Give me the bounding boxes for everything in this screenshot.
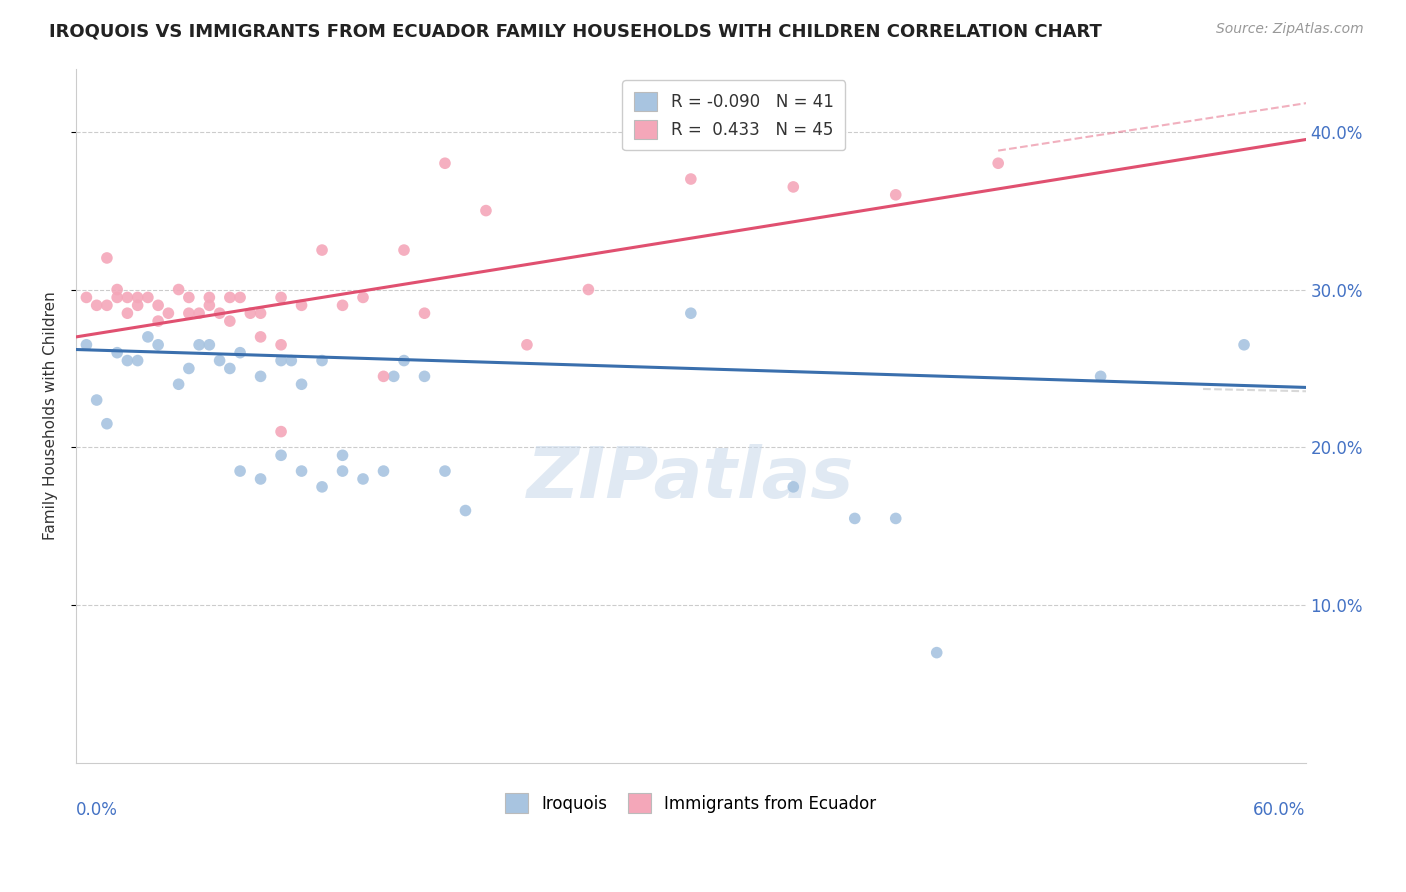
Point [987, 156, 1010, 170]
Point [249, 472, 271, 486]
Point [782, 480, 804, 494]
Point [311, 243, 333, 257]
Text: 60.0%: 60.0% [1253, 801, 1306, 820]
Point [392, 243, 415, 257]
Point [136, 290, 159, 304]
Point [332, 298, 354, 312]
Point [270, 425, 292, 439]
Text: 0.0%: 0.0% [76, 801, 118, 820]
Point [229, 345, 252, 359]
Point [1090, 369, 1112, 384]
Point [1233, 338, 1256, 352]
Point [392, 353, 415, 368]
Point [475, 203, 498, 218]
Point [249, 330, 271, 344]
Point [270, 338, 292, 352]
Point [208, 353, 231, 368]
Point [198, 298, 221, 312]
Point [373, 464, 395, 478]
Point [157, 306, 180, 320]
Point [117, 306, 139, 320]
Point [352, 290, 374, 304]
Point [167, 377, 190, 392]
Point [280, 353, 302, 368]
Point [96, 417, 118, 431]
Point [198, 290, 221, 304]
Point [433, 464, 456, 478]
Point [96, 298, 118, 312]
Point [86, 392, 108, 407]
Point [75, 338, 97, 352]
Point [177, 306, 200, 320]
Point [105, 345, 128, 359]
Point [218, 314, 240, 328]
Point [311, 353, 333, 368]
Text: IROQUOIS VS IMMIGRANTS FROM ECUADOR FAMILY HOUSEHOLDS WITH CHILDREN CORRELATION : IROQUOIS VS IMMIGRANTS FROM ECUADOR FAMI… [49, 22, 1102, 40]
Point [105, 290, 128, 304]
Point [218, 361, 240, 376]
Point [127, 298, 149, 312]
Point [290, 298, 312, 312]
Point [332, 464, 354, 478]
Point [290, 377, 312, 392]
Point [136, 330, 159, 344]
Point [249, 306, 271, 320]
Point [382, 369, 405, 384]
Point [413, 306, 436, 320]
Point [576, 283, 599, 297]
Point [332, 448, 354, 462]
Text: Source: ZipAtlas.com: Source: ZipAtlas.com [1216, 22, 1364, 37]
Point [516, 338, 538, 352]
Point [198, 338, 221, 352]
Point [208, 306, 231, 320]
Point [167, 283, 190, 297]
Point [373, 369, 395, 384]
Point [117, 353, 139, 368]
Point [188, 306, 211, 320]
Point [177, 290, 200, 304]
Point [311, 480, 333, 494]
Point [188, 338, 211, 352]
Point [117, 290, 139, 304]
Point [105, 283, 128, 297]
Point [290, 464, 312, 478]
Legend: Iroquois, Immigrants from Ecuador: Iroquois, Immigrants from Ecuador [494, 781, 889, 824]
Point [925, 646, 948, 660]
Y-axis label: Family Households with Children: Family Households with Children [44, 292, 58, 541]
Point [413, 369, 436, 384]
Point [352, 472, 374, 486]
Point [146, 338, 169, 352]
Point [229, 464, 252, 478]
Text: ZIPatlas: ZIPatlas [527, 444, 855, 513]
Point [86, 298, 108, 312]
Point [249, 369, 271, 384]
Point [884, 187, 907, 202]
Point [239, 306, 262, 320]
Point [270, 290, 292, 304]
Point [679, 172, 702, 186]
Point [96, 251, 118, 265]
Point [270, 353, 292, 368]
Point [127, 290, 149, 304]
Point [127, 353, 149, 368]
Point [270, 448, 292, 462]
Point [146, 314, 169, 328]
Point [844, 511, 866, 525]
Point [177, 361, 200, 376]
Point [433, 156, 456, 170]
Point [782, 180, 804, 194]
Point [146, 298, 169, 312]
Point [679, 306, 702, 320]
Point [75, 290, 97, 304]
Point [229, 290, 252, 304]
Point [884, 511, 907, 525]
Point [218, 290, 240, 304]
Point [454, 503, 477, 517]
